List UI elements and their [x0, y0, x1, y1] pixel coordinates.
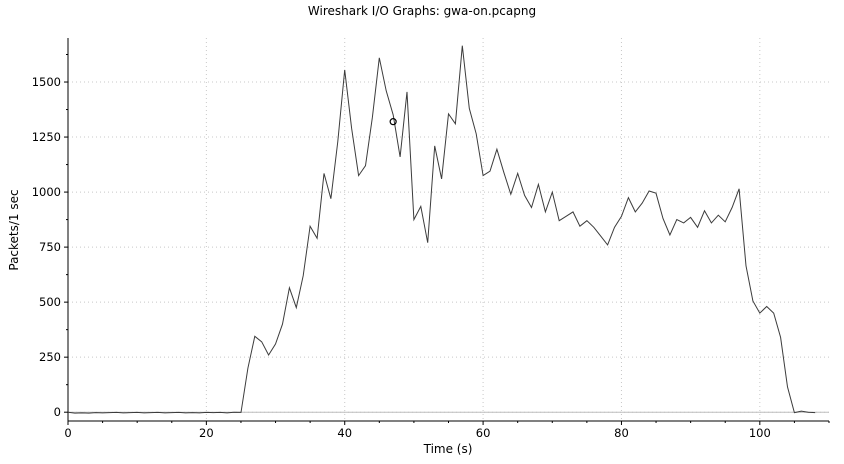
grid-lines	[67, 38, 829, 421]
x-tick-label: 100	[749, 426, 771, 440]
x-tick-label: 0	[64, 426, 71, 440]
y-tick-label: 1250	[32, 130, 61, 144]
x-tick-label: 80	[614, 426, 629, 440]
x-tick-label: 20	[199, 426, 214, 440]
y-tick-label: 250	[39, 350, 61, 364]
series-line[interactable]	[67, 45, 816, 414]
x-axis-label: Time (s)	[423, 442, 473, 456]
y-tick-label: 500	[39, 295, 61, 309]
x-tick-label: 60	[476, 426, 491, 440]
y-tick-label: 1500	[32, 75, 61, 89]
selected-point-marker[interactable]	[389, 118, 397, 126]
series-layer	[67, 45, 816, 414]
chart-title: Wireshark I/O Graphs: gwa-on.pcapng	[307, 4, 537, 18]
y-tick-label: 0	[54, 405, 61, 419]
y-tick-label: 1000	[32, 185, 61, 199]
x-tick-label: 40	[337, 426, 352, 440]
axes	[64, 38, 830, 425]
y-tick-label: 750	[39, 240, 61, 254]
